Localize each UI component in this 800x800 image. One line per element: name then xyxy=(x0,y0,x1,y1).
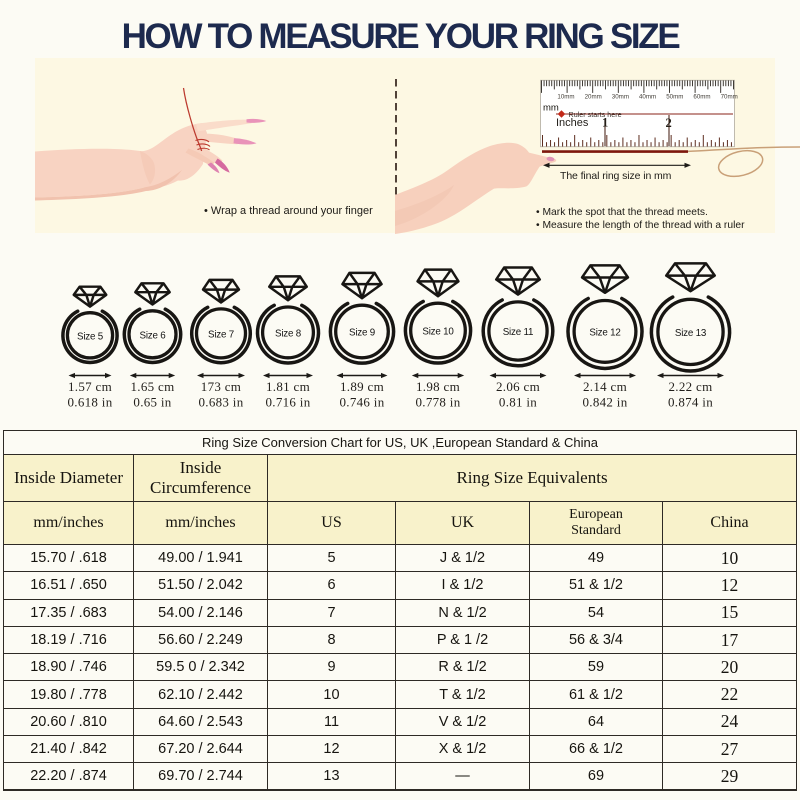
svg-text:2: 2 xyxy=(666,116,672,130)
svg-text:2.14 cm: 2.14 cm xyxy=(583,379,627,394)
svg-text:1: 1 xyxy=(602,116,608,130)
svg-text:0.65 in: 0.65 in xyxy=(133,395,171,410)
svg-text:0.874 in: 0.874 in xyxy=(668,395,713,410)
svg-text:Size 11: Size 11 xyxy=(503,327,534,338)
svg-text:1.98 cm: 1.98 cm xyxy=(416,379,460,394)
svg-text:20mm: 20mm xyxy=(585,94,602,101)
svg-text:0.842 in: 0.842 in xyxy=(582,395,627,410)
svg-text:1.57 cm: 1.57 cm xyxy=(68,379,112,394)
svg-text:2.06 cm: 2.06 cm xyxy=(496,379,540,394)
svg-text:30mm: 30mm xyxy=(612,94,629,101)
svg-text:60mm: 60mm xyxy=(693,94,710,101)
svg-text:Size 12: Size 12 xyxy=(589,328,620,339)
svg-text:1.81 cm: 1.81 cm xyxy=(266,379,310,394)
svg-text:1.65 cm: 1.65 cm xyxy=(131,379,175,394)
svg-text:173 cm: 173 cm xyxy=(201,379,241,394)
svg-text:Size 5: Size 5 xyxy=(77,332,104,343)
svg-text:10mm: 10mm xyxy=(557,94,574,101)
svg-text:2.22 cm: 2.22 cm xyxy=(669,379,713,394)
svg-text:70mm: 70mm xyxy=(721,94,738,101)
svg-text:Size 7: Size 7 xyxy=(208,330,234,341)
svg-text:Size 10: Size 10 xyxy=(422,327,454,338)
svg-text:mm: mm xyxy=(543,103,559,114)
svg-text:Size 9: Size 9 xyxy=(349,328,375,339)
svg-text:0.746 in: 0.746 in xyxy=(339,395,384,410)
svg-text:0.778 in: 0.778 in xyxy=(415,395,460,410)
svg-text:0.716 in: 0.716 in xyxy=(265,395,310,410)
svg-text:Size 13: Size 13 xyxy=(675,328,707,339)
svg-text:0.683 in: 0.683 in xyxy=(198,395,243,410)
svg-text:0.81 in: 0.81 in xyxy=(499,395,537,410)
svg-text:0.618 in: 0.618 in xyxy=(67,395,112,410)
svg-text:Size 8: Size 8 xyxy=(275,329,302,340)
svg-text:1.89 cm: 1.89 cm xyxy=(340,379,384,394)
svg-text:Size 6: Size 6 xyxy=(139,331,166,342)
svg-text:50mm: 50mm xyxy=(666,94,683,101)
svg-text:40mm: 40mm xyxy=(639,94,656,101)
svg-text:Ruler starts here: Ruler starts here xyxy=(569,110,622,119)
svg-text:Inches: Inches xyxy=(556,117,589,129)
